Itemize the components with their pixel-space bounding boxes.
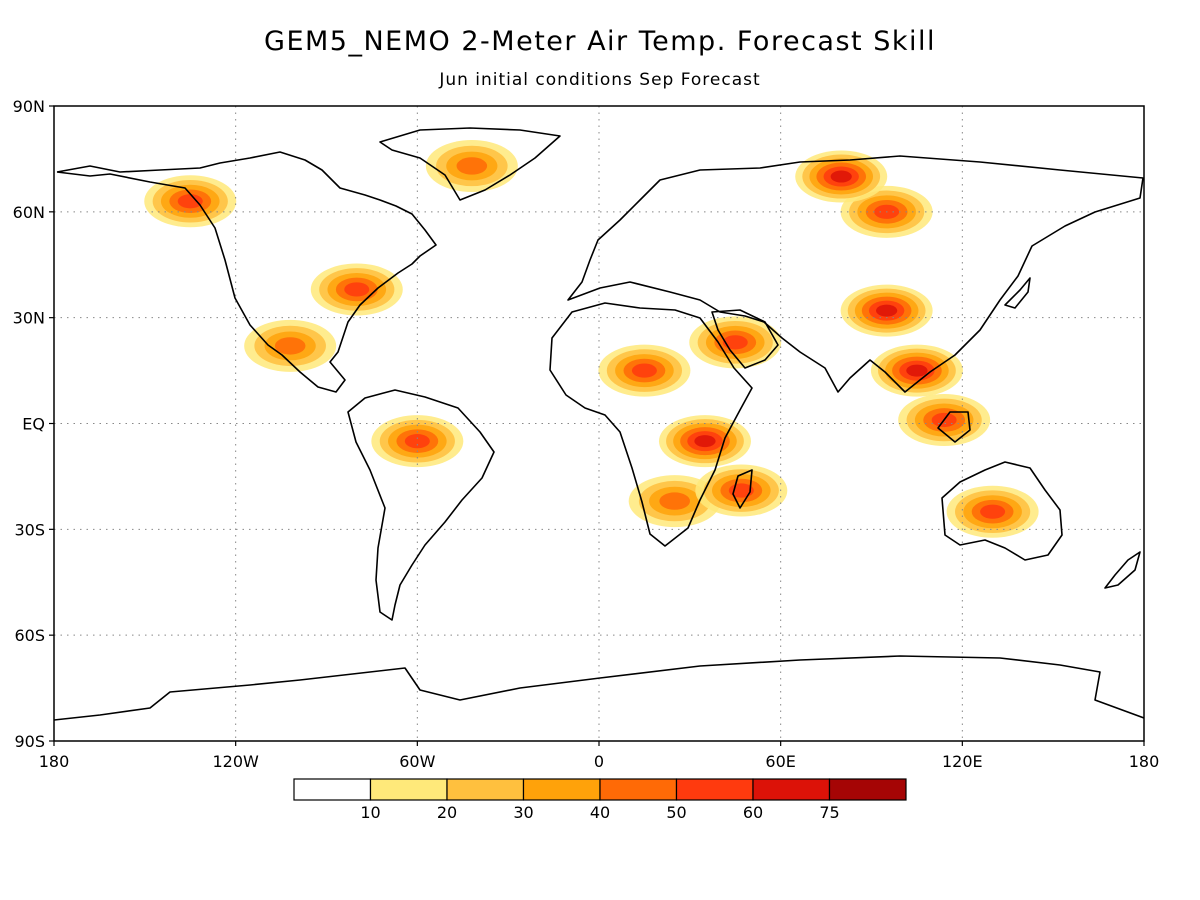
x-tick-label: 60E xyxy=(765,752,795,771)
skill-region-tibet-china xyxy=(840,284,933,337)
coast-antarctica xyxy=(54,655,1144,721)
coast-japan xyxy=(1004,277,1031,309)
x-tick-label: 0 xyxy=(594,752,604,771)
skill-contour xyxy=(694,435,716,448)
y-tick-label: 90N xyxy=(13,97,45,116)
coast-arabia xyxy=(711,309,779,369)
y-tick-label: 90S xyxy=(14,732,45,751)
y-tick-label: 30S xyxy=(14,520,45,539)
coast-madagascar xyxy=(732,469,753,509)
skill-contour xyxy=(344,282,370,297)
skill-region-amazon xyxy=(371,415,464,468)
coast-borneo xyxy=(937,411,971,443)
skill-region-se-asia xyxy=(870,344,963,397)
x-tick-label: 120E xyxy=(942,752,983,771)
skill-contour xyxy=(830,170,852,183)
y-tick-label: 60N xyxy=(13,203,45,222)
y-tick-label: 30N xyxy=(13,309,45,328)
skill-contour xyxy=(906,364,928,377)
skill-contour xyxy=(980,504,1006,519)
skill-region-east-africa xyxy=(658,415,751,468)
colorbar-label: 10 xyxy=(360,803,380,822)
coastlines xyxy=(54,127,1144,721)
x-tick-label: 180 xyxy=(39,752,70,771)
coast-greenland xyxy=(379,127,561,201)
skill-contour xyxy=(456,157,488,175)
skill-region-sahel xyxy=(598,344,691,397)
x-tick-label: 180 xyxy=(1129,752,1160,771)
colorbar-swatch xyxy=(369,778,448,801)
colorbar-swatch xyxy=(675,778,754,801)
skill-contour xyxy=(404,434,430,449)
chart-subtitle: Jun initial conditions Sep Forecast xyxy=(439,70,761,90)
colorbar-swatch xyxy=(752,778,831,801)
x-tick-label: 60W xyxy=(399,752,435,771)
skill-contour xyxy=(659,492,690,510)
colorbar-swatch xyxy=(446,778,525,801)
skill-contour xyxy=(722,335,748,350)
colorbar-label: 60 xyxy=(743,803,763,822)
colorbar-swatch xyxy=(293,778,372,801)
colorbar-label: 75 xyxy=(819,803,839,822)
chart-title: GEM5_NEMO 2-Meter Air Temp. Forecast Ski… xyxy=(264,26,936,57)
skill-region-eastern-usa xyxy=(310,263,403,316)
coast-eurasia xyxy=(567,155,1144,393)
skill-contour xyxy=(274,337,306,355)
coast-australia xyxy=(941,461,1063,561)
skill-contour xyxy=(631,363,657,378)
axis-ticks: 180 120W 60W 0 60E 120E 180 90N 60N 30N EQ 30S 60S 90… xyxy=(13,97,1160,771)
colorbar-swatch xyxy=(522,778,601,801)
skill-region-madagascar xyxy=(695,464,788,517)
skill-contour xyxy=(876,304,898,317)
colorbar-label: 40 xyxy=(590,803,610,822)
skill-region-greenland xyxy=(425,139,518,192)
y-tick-label: 60S xyxy=(14,626,45,645)
skill-field xyxy=(144,139,1039,538)
skill-contour xyxy=(177,194,203,209)
colorbar-label: 20 xyxy=(437,803,457,822)
coast-north-america xyxy=(56,151,437,393)
x-tick-label: 120W xyxy=(212,752,259,771)
colorbar-label: 30 xyxy=(513,803,533,822)
coast-africa xyxy=(549,302,753,547)
colorbar-swatch xyxy=(828,778,907,801)
coast-new-zealand xyxy=(1104,551,1141,589)
colorbar-label: 50 xyxy=(666,803,686,822)
colorbar: 10 20 30 40 50 60 75 xyxy=(293,778,907,822)
colorbar-swatch xyxy=(599,778,678,801)
y-tick-label: EQ xyxy=(22,415,45,434)
skill-region-arctic-russia xyxy=(795,150,888,203)
skill-region-australia xyxy=(946,485,1039,538)
skill-region-arabia xyxy=(689,316,782,369)
coast-south-america xyxy=(347,389,495,621)
skill-region-mexico xyxy=(244,319,337,372)
